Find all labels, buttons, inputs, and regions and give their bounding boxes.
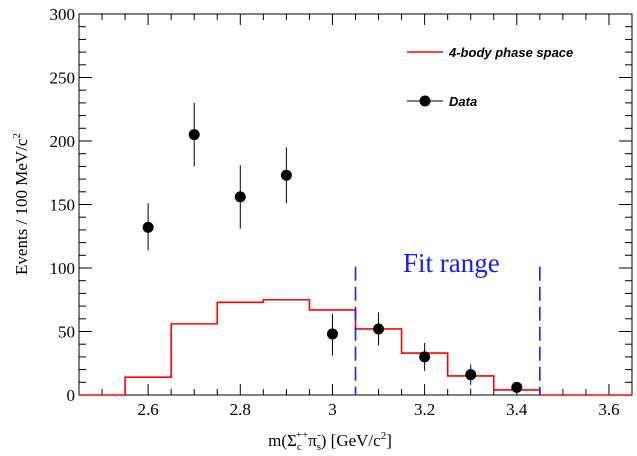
x-tick-label: 3.2 bbox=[414, 400, 435, 419]
legend-label-phase-space: 4-body phase space bbox=[448, 45, 573, 60]
data-point bbox=[142, 221, 154, 233]
x-tick-label: 2.6 bbox=[138, 400, 159, 419]
x-tick-label: 3.4 bbox=[506, 400, 528, 419]
x-tick-label: 3 bbox=[328, 400, 337, 419]
fit-range-label: Fit range bbox=[403, 248, 500, 278]
data-point bbox=[511, 381, 523, 393]
data-points bbox=[142, 102, 523, 393]
x-tick-label: 3.6 bbox=[598, 400, 619, 419]
phase-space-step-line bbox=[79, 298, 632, 396]
y-tick-label: 150 bbox=[50, 196, 76, 215]
x-tick-label: 2.8 bbox=[230, 400, 251, 419]
x-tick-labels: 2.6 2.8 3 3.2 3.4 3.6 bbox=[138, 400, 620, 419]
x-axis-title: m(Σc++πs-) [GeV/c2] bbox=[268, 429, 392, 453]
data-point bbox=[419, 351, 431, 363]
axis-ticks bbox=[78, 13, 633, 396]
data-point bbox=[465, 369, 477, 381]
y-tick-label: 100 bbox=[50, 259, 76, 278]
phase-space-histogram bbox=[79, 298, 632, 396]
legend-marker-swatch bbox=[419, 95, 431, 107]
y-tick-label: 0 bbox=[67, 386, 76, 405]
data-point bbox=[188, 129, 200, 141]
fit-range-lines bbox=[354, 266, 541, 395]
y-tick-label: 300 bbox=[50, 5, 76, 24]
data-point bbox=[373, 323, 385, 335]
data-point bbox=[234, 191, 246, 203]
y-tick-labels: 0 50 100 150 200 250 300 bbox=[50, 5, 76, 405]
legend-label-data: Data bbox=[449, 94, 477, 109]
y-tick-label: 50 bbox=[58, 323, 75, 342]
data-point bbox=[326, 328, 338, 340]
y-tick-label: 200 bbox=[50, 132, 76, 151]
y-tick-label: 250 bbox=[50, 69, 76, 88]
y-axis-title: Events / 100 MeV/c2 bbox=[11, 133, 31, 275]
legend: 4-body phase space Data bbox=[407, 45, 573, 109]
data-point bbox=[280, 169, 292, 181]
